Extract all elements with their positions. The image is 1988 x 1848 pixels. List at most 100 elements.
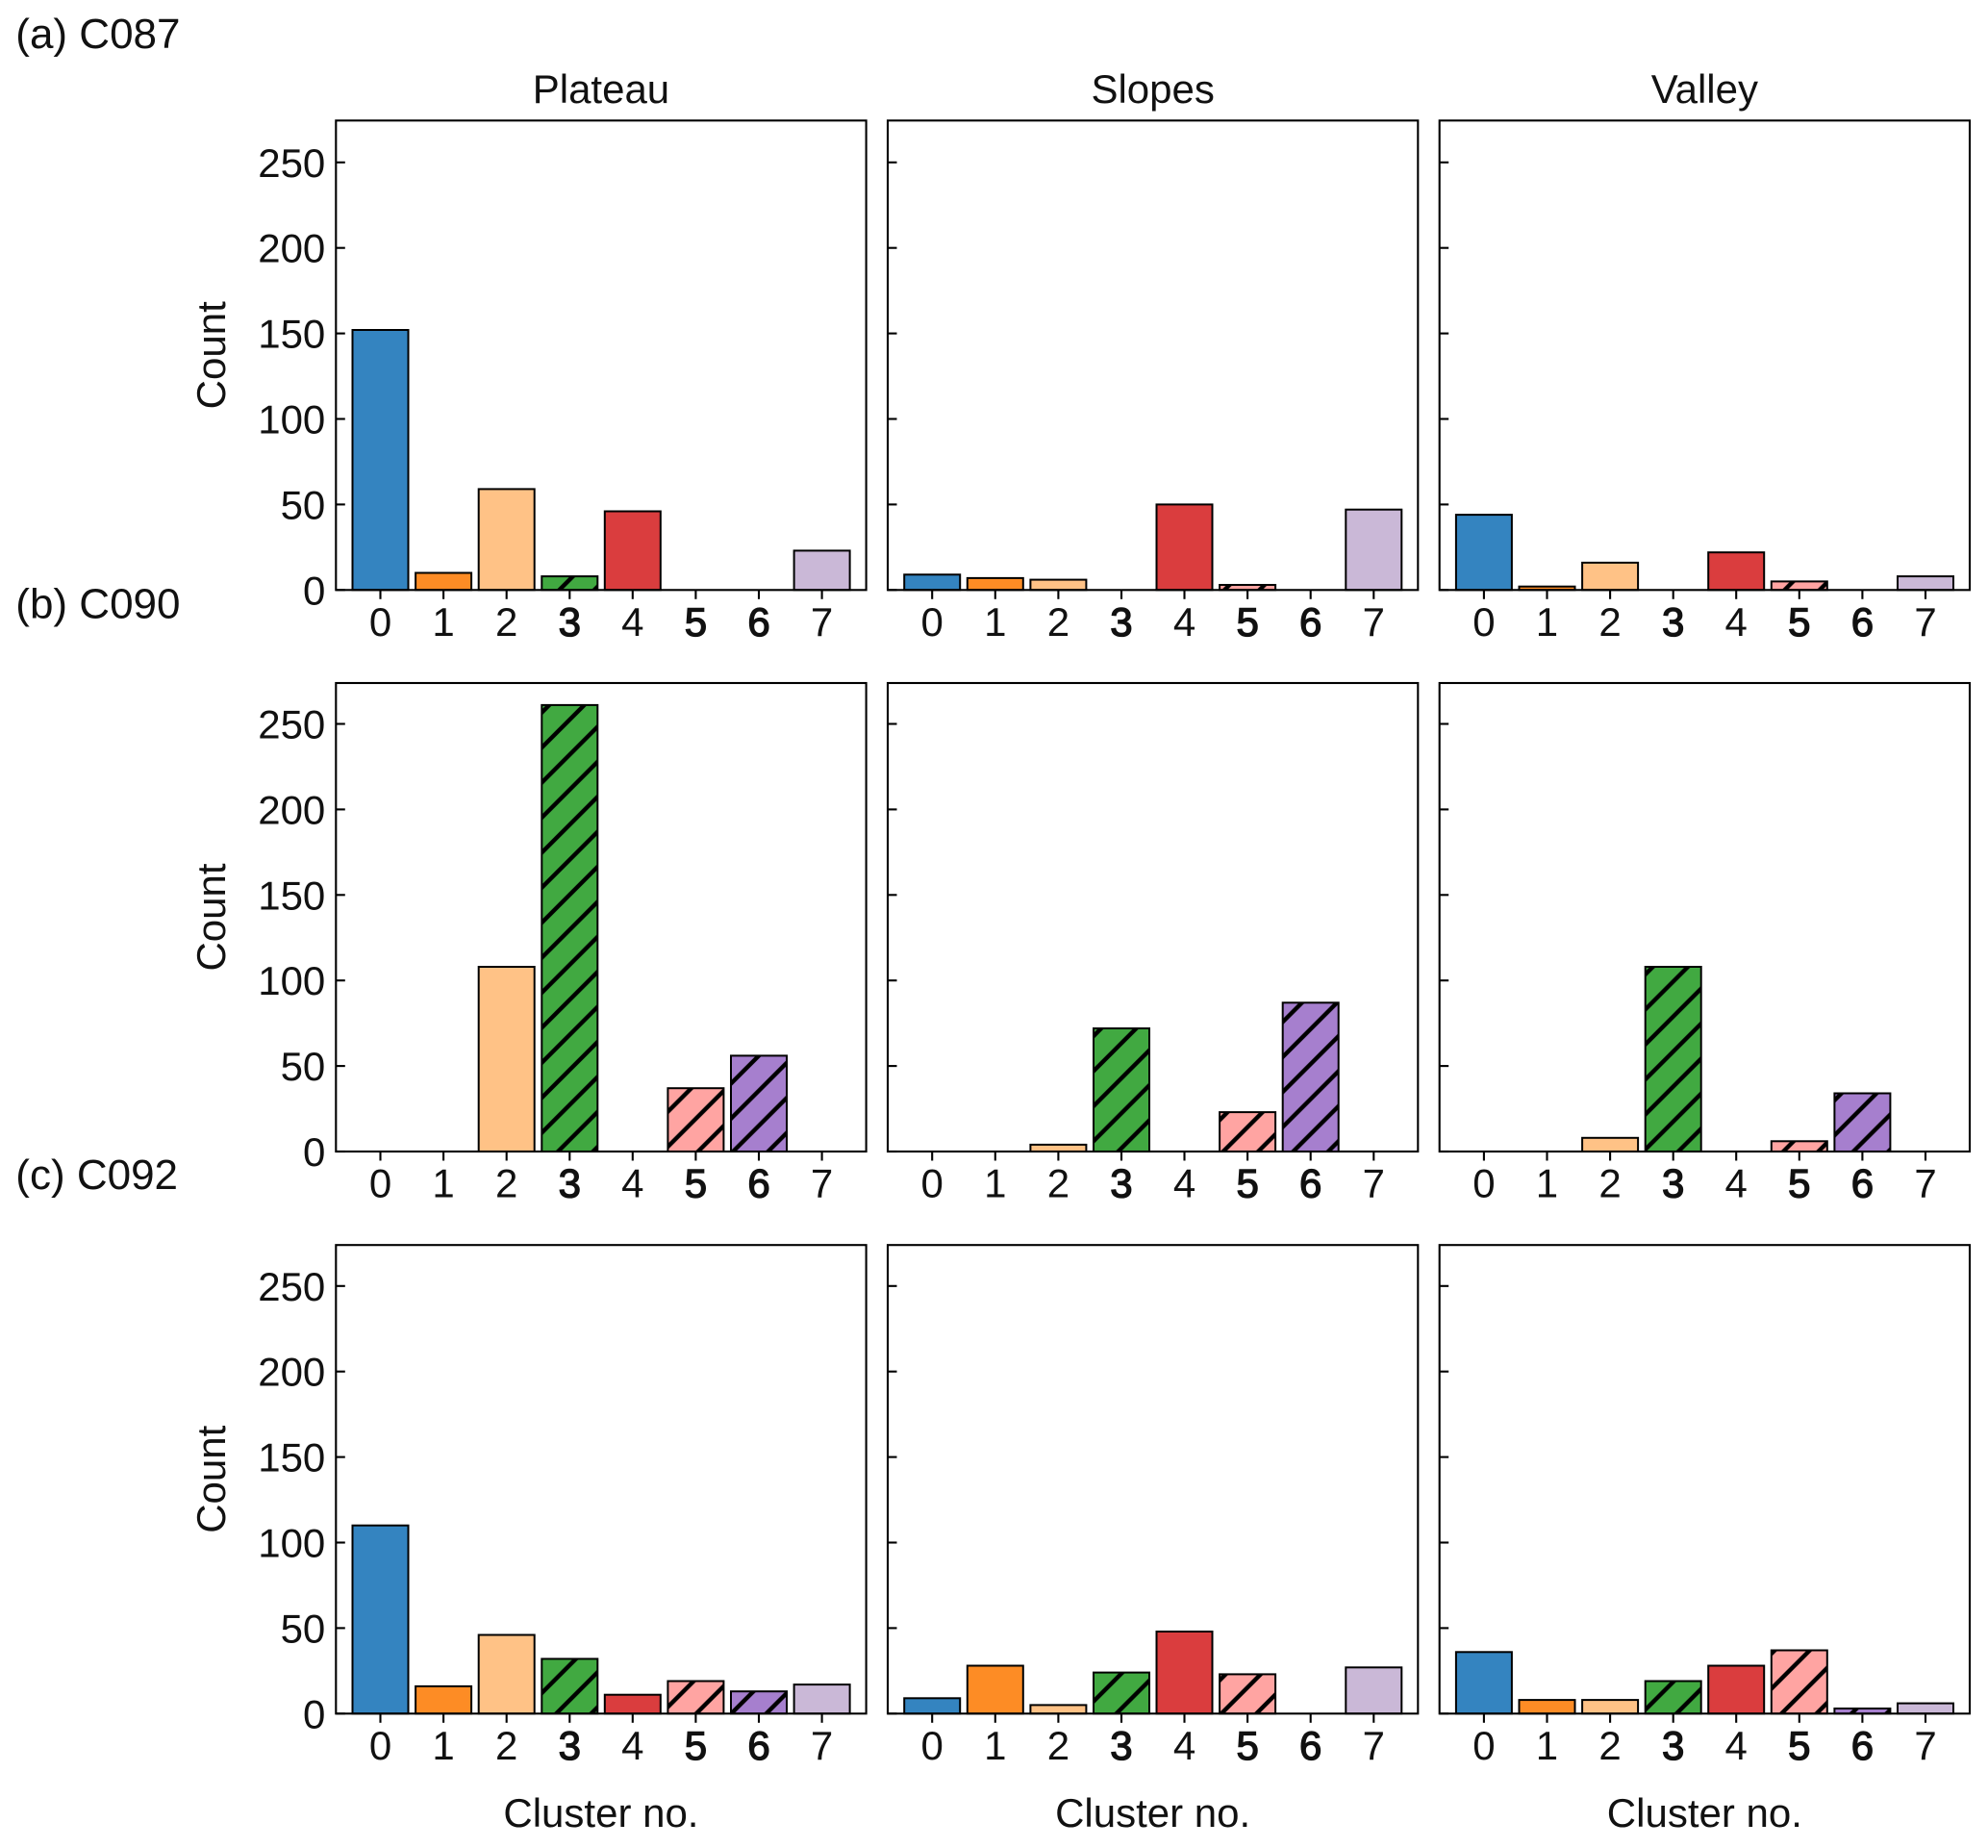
svg-text:5: 5: [685, 1161, 707, 1206]
svg-text:3: 3: [1110, 1723, 1132, 1768]
svg-text:2: 2: [495, 1723, 517, 1768]
svg-text:2: 2: [1047, 1723, 1069, 1768]
svg-text:3: 3: [1110, 599, 1132, 645]
svg-text:4: 4: [1725, 1723, 1748, 1768]
svg-text:0: 0: [1472, 1161, 1495, 1206]
svg-text:Cluster no.: Cluster no.: [1055, 1790, 1250, 1835]
svg-text:6: 6: [747, 1723, 769, 1768]
svg-text:(b) C090: (b) C090: [15, 581, 180, 628]
svg-text:5: 5: [685, 1723, 707, 1768]
svg-text:0: 0: [303, 568, 325, 613]
svg-text:2: 2: [495, 1161, 517, 1206]
svg-text:4: 4: [1173, 1723, 1195, 1768]
svg-text:0: 0: [921, 1161, 944, 1206]
svg-text:6: 6: [1299, 1161, 1321, 1206]
svg-text:0: 0: [303, 1129, 325, 1175]
svg-text:50: 50: [281, 1606, 326, 1651]
svg-text:0: 0: [1472, 1723, 1495, 1768]
svg-text:Count: Count: [189, 301, 234, 409]
svg-text:200: 200: [258, 787, 325, 832]
svg-text:3: 3: [1662, 1723, 1684, 1768]
svg-text:0: 0: [369, 1161, 391, 1206]
svg-text:250: 250: [258, 702, 325, 747]
svg-text:1: 1: [984, 1723, 1006, 1768]
svg-text:Count: Count: [189, 1425, 234, 1532]
svg-text:(c) C092: (c) C092: [15, 1152, 178, 1199]
svg-text:6: 6: [747, 599, 769, 645]
svg-text:4: 4: [1173, 599, 1195, 645]
svg-text:3: 3: [1662, 1161, 1684, 1206]
svg-text:Slopes: Slopes: [1091, 66, 1214, 112]
svg-text:150: 150: [258, 312, 325, 357]
svg-text:0: 0: [921, 599, 944, 645]
svg-text:7: 7: [811, 1161, 833, 1206]
svg-text:Valley: Valley: [1651, 66, 1758, 112]
svg-text:0: 0: [1472, 599, 1495, 645]
svg-text:100: 100: [258, 397, 325, 443]
svg-text:2: 2: [1598, 1161, 1621, 1206]
svg-text:4: 4: [621, 1723, 643, 1768]
svg-text:3: 3: [559, 1161, 581, 1206]
svg-text:7: 7: [1363, 1723, 1385, 1768]
svg-text:5: 5: [685, 599, 707, 645]
svg-text:2: 2: [1047, 599, 1069, 645]
svg-text:7: 7: [1363, 1161, 1385, 1206]
svg-text:2: 2: [495, 599, 517, 645]
svg-text:200: 200: [258, 226, 325, 271]
svg-text:(a) C087: (a) C087: [15, 11, 180, 58]
svg-text:5: 5: [1788, 1161, 1810, 1206]
svg-text:7: 7: [1914, 599, 1936, 645]
svg-text:4: 4: [621, 599, 643, 645]
svg-text:4: 4: [1173, 1161, 1195, 1206]
svg-text:150: 150: [258, 1435, 325, 1481]
svg-text:3: 3: [1662, 599, 1684, 645]
svg-text:4: 4: [1725, 599, 1748, 645]
svg-text:100: 100: [258, 958, 325, 1003]
svg-text:3: 3: [559, 1723, 581, 1768]
svg-text:5: 5: [1236, 599, 1258, 645]
svg-text:2: 2: [1598, 599, 1621, 645]
svg-text:1: 1: [1536, 1161, 1558, 1206]
svg-text:7: 7: [811, 1723, 833, 1768]
svg-text:0: 0: [369, 599, 391, 645]
svg-text:Plateau: Plateau: [533, 66, 669, 112]
svg-text:0: 0: [303, 1691, 325, 1736]
svg-text:7: 7: [811, 599, 833, 645]
svg-text:7: 7: [1914, 1161, 1936, 1206]
svg-text:6: 6: [1299, 599, 1321, 645]
svg-text:Cluster no.: Cluster no.: [1607, 1790, 1802, 1835]
svg-text:5: 5: [1236, 1161, 1258, 1206]
svg-text:6: 6: [1851, 1161, 1874, 1206]
svg-text:1: 1: [1536, 599, 1558, 645]
svg-text:1: 1: [432, 599, 454, 645]
svg-text:1: 1: [432, 1161, 454, 1206]
svg-text:Cluster no.: Cluster no.: [503, 1790, 698, 1835]
svg-text:3: 3: [1110, 1161, 1132, 1206]
svg-text:4: 4: [621, 1161, 643, 1206]
svg-text:5: 5: [1788, 1723, 1810, 1768]
svg-text:6: 6: [1851, 599, 1874, 645]
svg-text:6: 6: [1299, 1723, 1321, 1768]
svg-text:5: 5: [1788, 599, 1810, 645]
svg-text:4: 4: [1725, 1161, 1748, 1206]
svg-text:250: 250: [258, 1264, 325, 1309]
svg-text:100: 100: [258, 1521, 325, 1566]
svg-text:6: 6: [1851, 1723, 1874, 1768]
svg-text:3: 3: [559, 599, 581, 645]
svg-text:6: 6: [747, 1161, 769, 1206]
svg-text:7: 7: [1363, 599, 1385, 645]
svg-text:1: 1: [432, 1723, 454, 1768]
svg-text:2: 2: [1047, 1161, 1069, 1206]
svg-text:0: 0: [369, 1723, 391, 1768]
svg-text:50: 50: [281, 1044, 326, 1089]
svg-text:200: 200: [258, 1350, 325, 1395]
svg-text:150: 150: [258, 873, 325, 918]
svg-text:7: 7: [1914, 1723, 1936, 1768]
svg-text:Count: Count: [189, 863, 234, 971]
svg-text:50: 50: [281, 482, 326, 527]
svg-text:2: 2: [1598, 1723, 1621, 1768]
svg-text:1: 1: [984, 599, 1006, 645]
svg-text:250: 250: [258, 140, 325, 186]
svg-text:1: 1: [984, 1161, 1006, 1206]
svg-text:0: 0: [921, 1723, 944, 1768]
